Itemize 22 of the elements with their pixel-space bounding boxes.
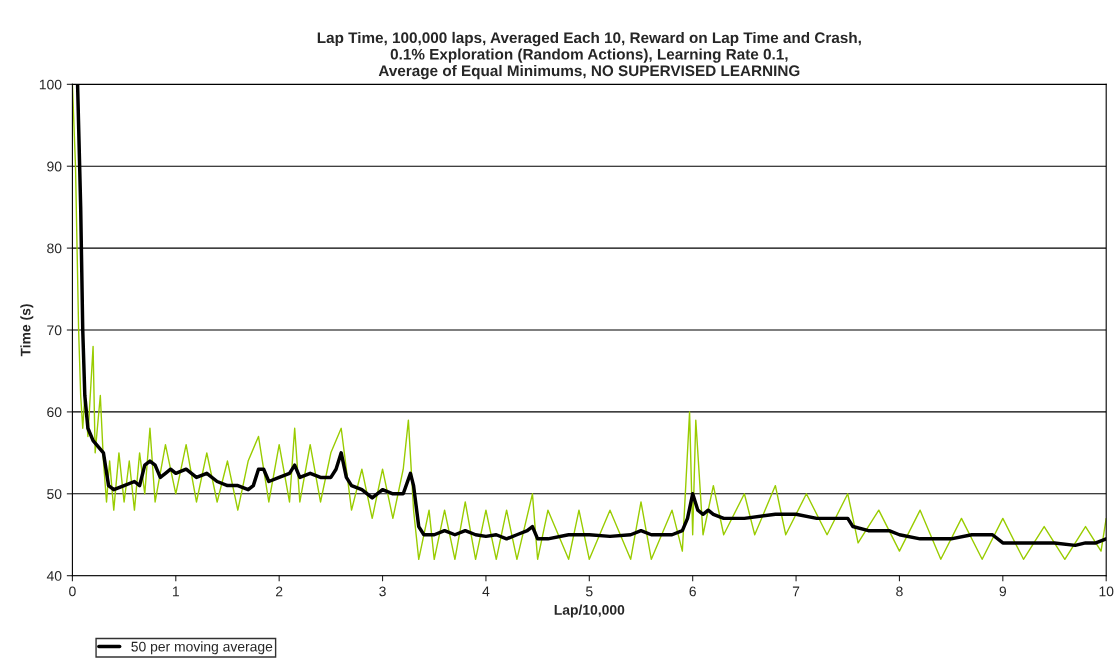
x-tick-label: 9 — [999, 586, 1007, 597]
x-tick-label: 6 — [689, 586, 696, 597]
legend-label: 50 per moving average — [131, 641, 273, 655]
x-tick-label: 3 — [379, 586, 386, 597]
x-tick-label: 2 — [276, 586, 283, 597]
y-tick-label: 80 — [47, 243, 62, 254]
y-axis-title: Time (s) — [20, 304, 34, 357]
x-axis-title: Lap/10,000 — [554, 604, 625, 618]
x-tick-label: 4 — [482, 586, 490, 597]
x-tick-label: 7 — [792, 586, 800, 597]
y-tick-label: 100 — [39, 79, 62, 90]
chart-title: Lap Time, 100,000 laps, Averaged Each 10, Reward on Lap Time and Crash, 0.1% Exploration (Random Actions), Learning Rate 0.1, Average of Equal Minimums, NO SUPERVISED LEARNING — [317, 31, 861, 80]
y-tick-label: 40 — [46, 571, 62, 581]
y-tick-label: 50 — [47, 489, 62, 499]
x-tick-label: 0 — [69, 586, 76, 597]
x-tick-label: 5 — [586, 586, 593, 597]
y-tick-label: 70 — [47, 325, 62, 336]
y-tick-label: 60 — [47, 407, 62, 418]
x-tick-label: 1 — [172, 586, 179, 597]
y-tick-label: 90 — [47, 161, 62, 172]
x-tick-label: 10 — [1099, 586, 1114, 597]
x-tick-label: 8 — [896, 586, 903, 597]
